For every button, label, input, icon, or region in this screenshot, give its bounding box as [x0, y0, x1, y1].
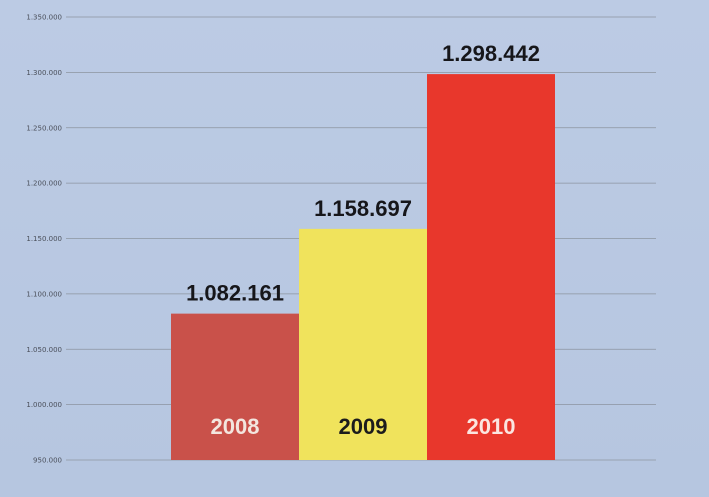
y-tick-label: 1.150.000	[26, 235, 62, 243]
bar-2008	[171, 313, 299, 460]
y-tick-label: 1.300.000	[26, 69, 62, 77]
y-tick-label: 1.100.000	[26, 290, 62, 298]
data-label-2010: 1.298.442	[442, 41, 540, 66]
data-labels: 1.082.161 2008 1.158.697 2009 1.298.442 2010	[186, 41, 540, 439]
y-tick-label: 1.250.000	[26, 124, 62, 132]
category-label-2009: 2009	[339, 414, 388, 439]
y-tick-label: 1.000.000	[26, 401, 62, 409]
data-label-2008: 1.082.161	[186, 281, 284, 306]
category-label-2008: 2008	[211, 414, 260, 439]
y-axis-ticks: 950.000 1.000.000 1.050.000 1.100.000 1.150.…	[26, 14, 62, 465]
bar-2010	[427, 74, 555, 460]
bars	[171, 74, 555, 460]
bar-2009	[299, 228, 427, 460]
y-tick-label: 1.200.000	[26, 180, 62, 188]
data-label-2009: 1.158.697	[314, 196, 412, 221]
category-label-2010: 2010	[467, 414, 516, 439]
y-tick-label: 1.350.000	[26, 14, 62, 22]
y-tick-label: 950.000	[33, 457, 62, 465]
y-tick-label: 1.050.000	[26, 346, 62, 354]
